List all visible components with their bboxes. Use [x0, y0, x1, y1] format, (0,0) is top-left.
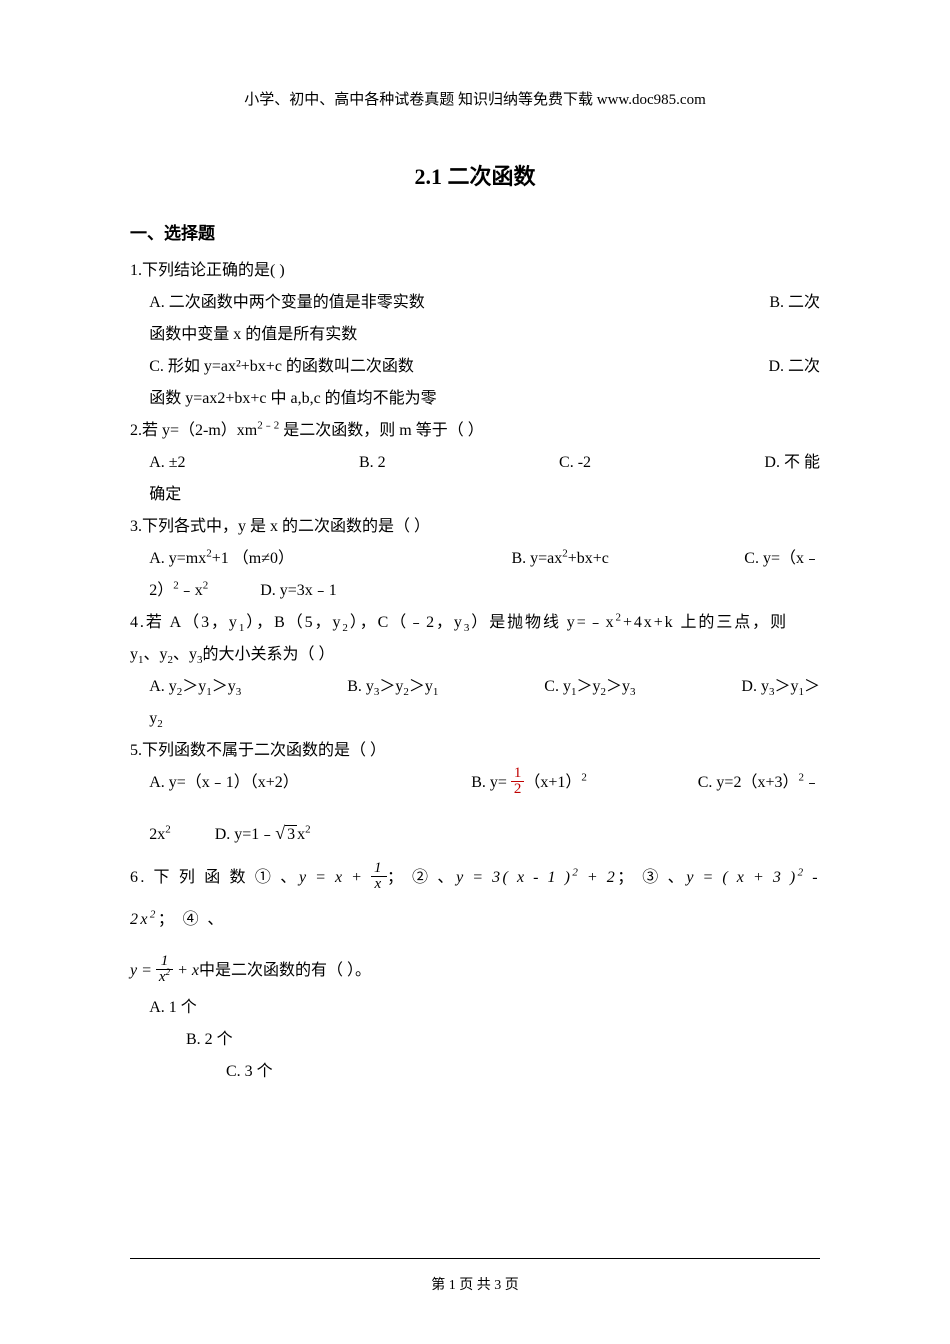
q6-stem-line2: y = 1x2 + x中是二次函数的有（ ）。 — [130, 950, 820, 992]
q1-opt-a: A. 二次函数中两个变量的值是非零实数 — [149, 287, 425, 319]
q2-opt-a: A. ±2 — [149, 447, 185, 479]
page-header: 小学、初中、高中各种试卷真题 知识归纳等免费下载 www.doc985.com — [130, 85, 820, 115]
q4-opt-d-cont: y2 — [149, 703, 820, 735]
q6-opt-b: B. 2 个 — [186, 1024, 820, 1056]
footer-rule — [130, 1258, 820, 1259]
q2-opt-b: B. 2 — [359, 447, 386, 479]
q1-opt-b: B. 二次 — [769, 287, 820, 319]
q4-opt-b: B. y3＞y2＞y1 — [347, 671, 438, 703]
q5-opt-d: D. y=1﹣3x2 — [215, 826, 311, 843]
q6-opt-c: C. 3 个 — [226, 1056, 820, 1088]
section-heading: 一、选择题 — [130, 217, 820, 251]
q3-opt-c: C. y=（x﹣ — [744, 543, 820, 575]
q1-opt-a-cont: 函数中变量 x 的值是所有实数 — [149, 319, 820, 351]
page-footer: 第 1 页 共 3 页 — [0, 1274, 950, 1294]
q4-opt-c: C. y1＞y2＞y3 — [544, 671, 635, 703]
q1-opt-d: D. 二次 — [768, 351, 820, 383]
q4-stem2: y1、y2、y3的大小关系为（ ） — [130, 639, 820, 671]
q3-opt-b: B. y=ax2+bx+c — [511, 543, 608, 575]
q2-opt-d: D. 不 能 — [764, 447, 820, 479]
q6-stem: 6. 下 列 函 数 ① 、y = x + 1x； ② 、y = 3( x - … — [130, 857, 820, 940]
doc-title: 2.1 二次函数 — [130, 155, 820, 199]
q3-opt-c-cont: 2）2﹣x2 — [149, 582, 208, 599]
q5-stem: 5.下列函数不属于二次函数的是（ ） — [130, 735, 820, 767]
q5-opt-c: C. y=2（x+3）2﹣ — [698, 767, 820, 799]
q2-opt-d-cont: 确定 — [149, 479, 820, 511]
q3-opt-a: A. y=mx2+1 （m≠0） — [149, 543, 294, 575]
q1-opt-c: C. 形如 y=ax²+bx+c 的函数叫二次函数 — [149, 351, 414, 383]
q5-opt-a: A. y=（x﹣1）（x+2） — [149, 767, 299, 799]
q5-line2-left: 2x2 — [149, 826, 171, 843]
q3-opt-d: D. y=3x﹣1 — [260, 582, 337, 599]
q3-stem: 3.下列各式中，y 是 x 的二次函数的是（ ） — [130, 511, 820, 543]
q1-stem: 1.下列结论正确的是( ) — [130, 255, 820, 287]
q4-stem: 4.若 A（3，y1），B（5，y2），C（﹣2，y3）是抛物线 y=﹣x2+4… — [130, 607, 820, 639]
q4-opt-d: D. y3＞y1＞ — [741, 671, 820, 703]
q1-opt-c-cont: 函数 y=ax2+bx+c 中 a,b,c 的值均不能为零 — [149, 383, 820, 415]
q2-opt-c: C. -2 — [559, 447, 591, 479]
q2-stem: 2.若 y=（2-m）xm2﹣2 是二次函数，则 m 等于（ ） — [130, 415, 820, 447]
q6-opt-a: A. 1 个 — [149, 992, 820, 1024]
q4-opt-a: A. y2＞y1＞y3 — [149, 671, 241, 703]
q5-opt-b: B. y= 12（x+1）2 — [471, 767, 587, 799]
